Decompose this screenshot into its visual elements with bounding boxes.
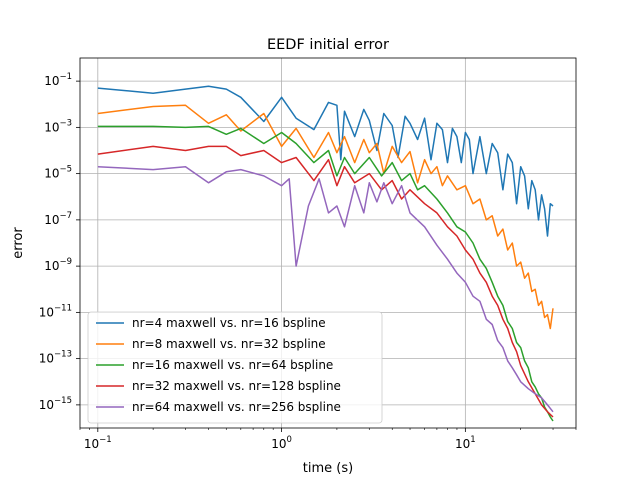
legend-label: nr=8 maxwell vs. nr=32 bspline xyxy=(132,337,326,351)
series-line-5 xyxy=(97,165,554,413)
legend-label: nr=16 maxwell vs. nr=64 bspline xyxy=(132,358,333,372)
legend-label: nr=64 maxwell vs. nr=256 bspline xyxy=(132,400,341,414)
series-line-4 xyxy=(97,145,554,418)
x-axis-label: time (s) xyxy=(303,461,353,476)
series-line-2 xyxy=(97,104,554,330)
series-group xyxy=(97,85,554,422)
legend-box xyxy=(87,311,383,424)
y-axis-label: error xyxy=(11,227,26,259)
series-line-3 xyxy=(97,125,554,422)
series-line-1 xyxy=(97,85,554,237)
legend-label: nr=4 maxwell vs. nr=16 bspline xyxy=(132,316,326,330)
legend: nr=4 maxwell vs. nr=16 bspline nr=8 maxwe… xyxy=(87,311,383,424)
plot-frame xyxy=(79,57,577,429)
chart-title: EEDF initial error xyxy=(267,37,389,53)
legend-label: nr=32 maxwell vs. nr=128 bspline xyxy=(132,379,341,393)
